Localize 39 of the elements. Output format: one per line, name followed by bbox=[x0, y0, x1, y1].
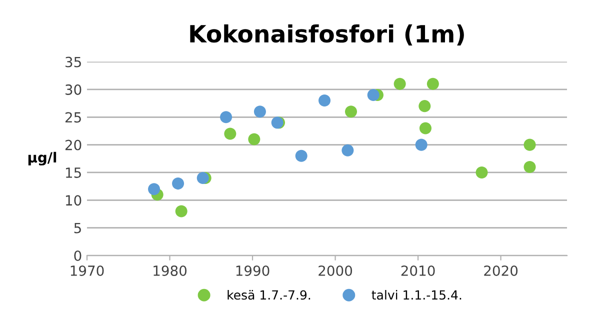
x-tick-label: 2000 bbox=[318, 265, 352, 276]
y-tick-label: 5 bbox=[74, 222, 81, 234]
point bbox=[524, 160, 536, 173]
x-tick-label: 1980 bbox=[154, 265, 187, 276]
y-tick-label: 15 bbox=[66, 168, 81, 178]
point bbox=[254, 106, 266, 118]
y-tick-label: 35 bbox=[66, 56, 81, 68]
point bbox=[524, 138, 536, 151]
x-tick-label: 2020 bbox=[484, 265, 518, 276]
point bbox=[426, 78, 439, 90]
point bbox=[172, 178, 184, 190]
y-tick-label: 30 bbox=[66, 84, 82, 95]
y-tick-label: 10 bbox=[66, 195, 82, 206]
point bbox=[344, 106, 358, 118]
point bbox=[175, 205, 188, 218]
point bbox=[418, 100, 431, 112]
y-tick-label: 25 bbox=[65, 112, 81, 123]
legend-label: talvi 1.1.-15.4. bbox=[372, 290, 462, 300]
y-tick-label: 0 bbox=[74, 250, 82, 261]
point bbox=[367, 88, 380, 102]
x-tick-label: 1990 bbox=[236, 265, 270, 276]
point bbox=[196, 172, 209, 184]
point bbox=[220, 111, 232, 124]
point bbox=[342, 144, 354, 156]
point bbox=[248, 133, 260, 146]
legend-label: kesä 1.7.-7.9. bbox=[228, 290, 310, 300]
x-tick-label: 2010 bbox=[401, 265, 435, 276]
point bbox=[318, 94, 331, 107]
point bbox=[419, 122, 432, 134]
point bbox=[476, 166, 488, 178]
point bbox=[415, 138, 428, 151]
point bbox=[148, 183, 160, 196]
x-tick-label: 1970 bbox=[70, 265, 104, 276]
y-tick-label: 20 bbox=[65, 140, 82, 150]
y-axis-title: µg/l bbox=[28, 152, 56, 166]
point bbox=[295, 150, 308, 162]
point bbox=[394, 78, 406, 90]
point bbox=[224, 128, 236, 140]
chart-title: Kokonaisfosfori (1m) bbox=[190, 24, 464, 46]
